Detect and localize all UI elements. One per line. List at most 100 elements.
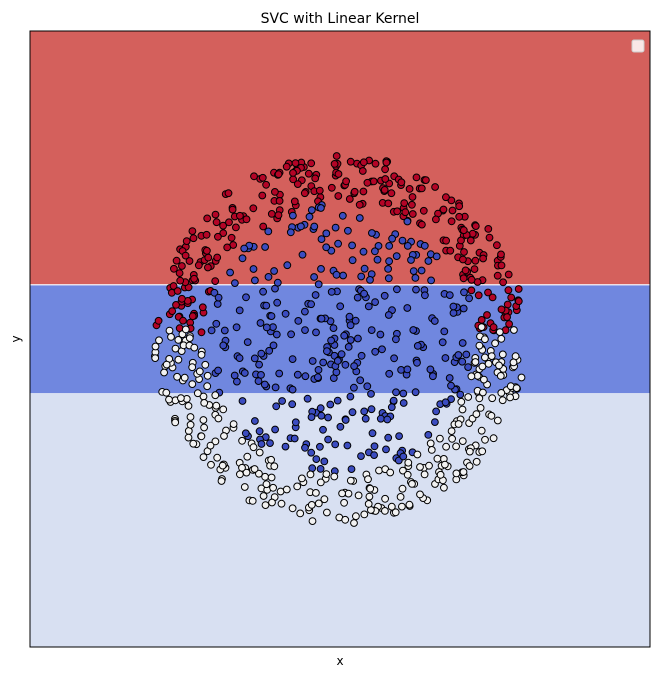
point-white: [211, 391, 220, 400]
point-white: [364, 500, 373, 508]
point-blue: [412, 285, 420, 294]
point-white: [323, 508, 331, 517]
point-blue: [257, 349, 266, 358]
point-white: [211, 437, 220, 446]
point-white: [268, 498, 276, 507]
point-red: [461, 266, 470, 275]
point-white: [213, 453, 222, 462]
point-red: [197, 328, 206, 337]
point-blue: [340, 331, 349, 340]
point-white: [165, 326, 174, 335]
point-blue: [464, 363, 473, 372]
point-blue: [297, 222, 305, 231]
point-white: [217, 477, 226, 485]
point-white: [350, 519, 358, 527]
point-blue: [357, 272, 366, 281]
point-red: [249, 204, 258, 213]
point-white: [477, 426, 486, 435]
point-white: [186, 413, 195, 421]
point-blue: [403, 242, 412, 250]
point-blue: [257, 440, 266, 448]
point-blue: [393, 285, 401, 294]
point-red: [408, 193, 417, 201]
point-blue: [240, 244, 249, 253]
point-blue: [367, 326, 376, 335]
point-white: [404, 458, 413, 467]
point-white: [174, 336, 183, 344]
point-blue: [456, 390, 465, 399]
point-white: [487, 411, 496, 420]
point-red: [224, 189, 233, 198]
point-white: [452, 469, 461, 478]
point-blue: [323, 347, 331, 356]
point-red: [179, 316, 187, 325]
point-white: [207, 460, 215, 469]
point-white: [354, 491, 363, 500]
point-white: [484, 359, 493, 368]
point-red: [315, 186, 324, 195]
point-blue: [411, 274, 420, 282]
point-red: [275, 197, 284, 205]
point-white: [218, 461, 227, 470]
point-white: [346, 476, 355, 485]
point-blue: [353, 293, 362, 302]
point-blue: [449, 302, 458, 311]
point-white: [360, 510, 369, 519]
point-white: [381, 494, 390, 503]
point-white: [201, 360, 210, 369]
point-white: [440, 483, 448, 492]
point-blue: [291, 418, 300, 427]
point-blue: [411, 388, 420, 397]
point-red: [483, 311, 491, 319]
point-blue: [343, 441, 352, 450]
point-blue: [235, 354, 244, 363]
point-blue: [385, 257, 394, 266]
point-red: [188, 227, 197, 236]
point-red: [432, 215, 440, 224]
point-blue: [424, 431, 433, 439]
point-blue: [427, 276, 436, 285]
point-blue: [403, 304, 412, 312]
point-red: [227, 233, 236, 242]
point-white: [203, 382, 212, 391]
point-red: [236, 211, 244, 220]
point-white: [288, 504, 297, 513]
point-blue: [348, 256, 357, 265]
point-red: [211, 210, 220, 219]
point-blue: [382, 445, 390, 454]
point-blue: [440, 327, 449, 336]
point-white: [320, 495, 329, 504]
point-blue: [366, 276, 374, 284]
point-white: [425, 461, 433, 470]
point-red: [380, 186, 389, 194]
point-blue: [331, 440, 340, 449]
point-white: [375, 466, 383, 475]
point-red: [412, 173, 421, 182]
point-white: [248, 497, 257, 505]
point-blue: [322, 243, 331, 252]
point-white: [238, 463, 246, 472]
point-blue: [426, 365, 435, 374]
point-blue: [370, 442, 379, 451]
legend-box: [631, 39, 645, 53]
point-red: [203, 214, 212, 223]
point-blue: [271, 425, 280, 434]
point-blue: [441, 354, 450, 362]
point-red: [274, 170, 283, 179]
point-red: [369, 177, 378, 186]
point-red: [225, 218, 233, 227]
point-white: [167, 333, 175, 341]
point-red: [175, 269, 184, 278]
point-blue: [361, 414, 370, 423]
point-red: [455, 212, 464, 221]
point-red: [172, 256, 181, 265]
point-white: [282, 485, 291, 494]
point-red: [289, 175, 298, 184]
point-white: [174, 355, 183, 364]
point-white: [190, 343, 199, 352]
point-blue: [345, 312, 354, 321]
point-blue: [389, 396, 398, 405]
point-white: [458, 405, 467, 414]
point-red: [178, 294, 186, 303]
point-red: [371, 159, 380, 168]
